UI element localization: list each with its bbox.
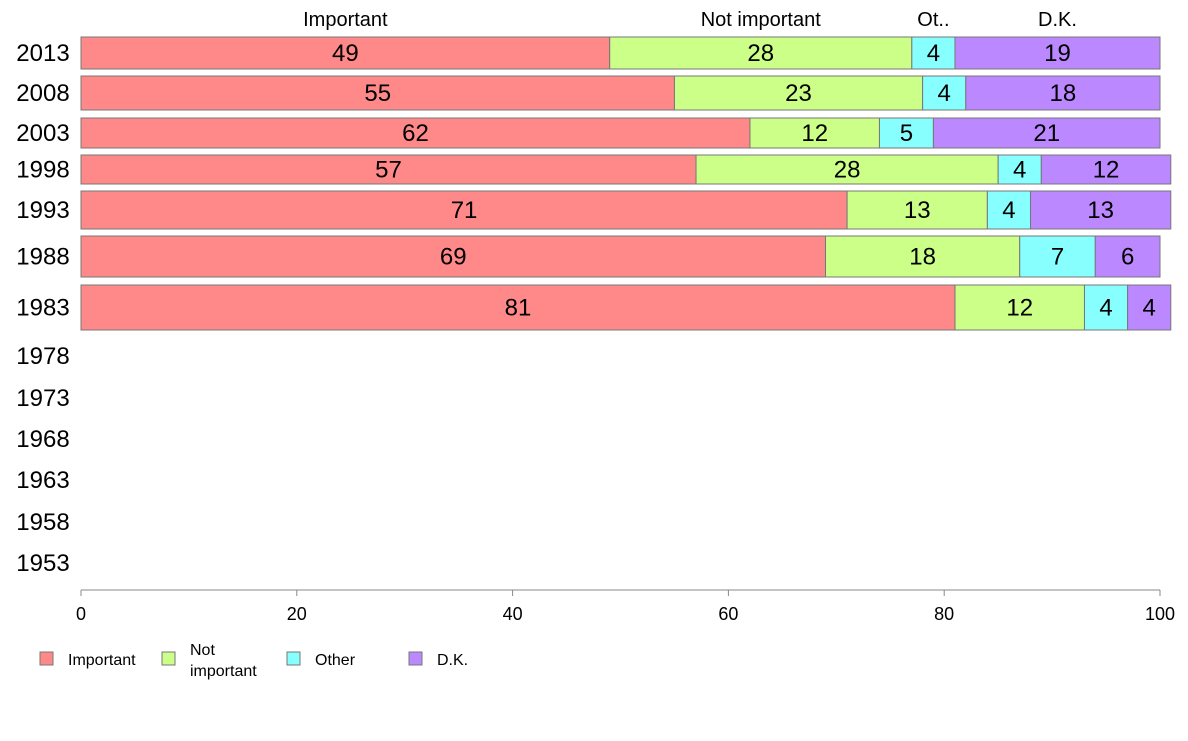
bar-value-label: 81: [505, 295, 532, 322]
bar-value-label: 12: [1093, 157, 1120, 184]
bar-value-label: 4: [1002, 197, 1015, 224]
year-label: 1958: [16, 509, 69, 536]
bar-segment: [673, 75, 924, 111]
x-tick-label: 0: [76, 604, 86, 624]
bar-value-label: 12: [801, 120, 828, 147]
year-label: 2013: [16, 40, 69, 67]
bar-value-label: 7: [1051, 244, 1064, 271]
legend-swatch: [408, 651, 423, 666]
column-header: Ot..: [917, 9, 949, 31]
legend-label: Important: [68, 652, 136, 669]
year-label: 1973: [16, 385, 69, 412]
bar-value-label: 12: [1006, 295, 1033, 322]
bar-value-label: 23: [785, 80, 812, 107]
year-label: 2003: [16, 120, 69, 147]
year-label: 1963: [16, 467, 69, 494]
x-tick-label: 40: [503, 604, 523, 624]
bar-segment: [1030, 190, 1172, 230]
year-label: 1978: [16, 343, 69, 370]
bar-value-label: 18: [1050, 80, 1077, 107]
legend-label: D.K.: [437, 652, 468, 669]
year-label: 1968: [16, 426, 69, 453]
bar-segment: [609, 36, 913, 70]
bar-value-label: 13: [904, 197, 931, 224]
x-tick-label: 60: [718, 604, 738, 624]
bar-segment: [965, 75, 1161, 111]
bar-value-label: 28: [834, 157, 861, 184]
legend-label: Not: [190, 642, 215, 659]
x-tick-label: 20: [287, 604, 307, 624]
x-tick-label: 100: [1145, 604, 1175, 624]
bar-value-label: 62: [402, 120, 429, 147]
bar-segment: [825, 235, 1021, 278]
bar-segment: [80, 235, 827, 278]
legend-swatch: [161, 651, 176, 666]
bar-segment: [1127, 284, 1172, 331]
legend-swatch: [39, 651, 54, 666]
bar-value-label: 5: [900, 120, 913, 147]
column-header: Important: [303, 9, 388, 31]
bar-segment: [80, 154, 697, 185]
bar-segment: [1083, 284, 1129, 331]
bar-segment: [1019, 235, 1096, 278]
bar-segment: [80, 117, 751, 149]
year-label: 1998: [16, 157, 69, 184]
legend-label: Other: [315, 652, 356, 669]
x-tick-label: 80: [934, 604, 954, 624]
bar-value-label: 21: [1033, 120, 1060, 147]
bar-segment: [80, 284, 956, 331]
bar-value-label: 18: [909, 244, 936, 271]
bar-value-label: 57: [375, 157, 402, 184]
bar-value-label: 4: [1013, 157, 1026, 184]
legend-swatch: [286, 651, 301, 666]
bar-segment: [846, 190, 988, 230]
bar-value-label: 69: [440, 244, 467, 271]
bar-segment: [80, 75, 675, 111]
column-header: Not important: [701, 9, 821, 31]
bar-value-label: 4: [927, 40, 940, 67]
bar-segment: [1040, 154, 1172, 185]
bar-segment: [695, 154, 999, 185]
bar-value-label: 4: [938, 80, 951, 107]
bar-value-label: 28: [747, 40, 774, 67]
bar-value-label: 4: [1099, 295, 1112, 322]
year-label: 1953: [16, 550, 69, 577]
bar-value-label: 19: [1044, 40, 1071, 67]
bar-segment: [932, 117, 1161, 149]
bar-segment: [80, 190, 848, 230]
bar-value-label: 71: [451, 197, 478, 224]
bar-segment: [749, 117, 880, 149]
bar-value-label: 55: [364, 80, 391, 107]
column-header: D.K.: [1038, 9, 1077, 31]
legend-label: important: [190, 663, 257, 680]
year-label: 1983: [16, 295, 69, 322]
year-label: 1988: [16, 244, 69, 271]
bar-value-label: 13: [1087, 197, 1114, 224]
bar-segment: [80, 36, 611, 70]
bar-segment: [986, 190, 1032, 230]
bar-segment: [922, 75, 967, 111]
bar-value-label: 6: [1121, 244, 1134, 271]
year-label: 1993: [16, 197, 69, 224]
bar-segment: [911, 36, 956, 70]
year-label: 2008: [16, 80, 69, 107]
bar-segment: [1094, 235, 1161, 278]
bar-segment: [954, 36, 1161, 70]
bar-value-label: 49: [332, 40, 359, 67]
bar-value-label: 4: [1143, 295, 1156, 322]
